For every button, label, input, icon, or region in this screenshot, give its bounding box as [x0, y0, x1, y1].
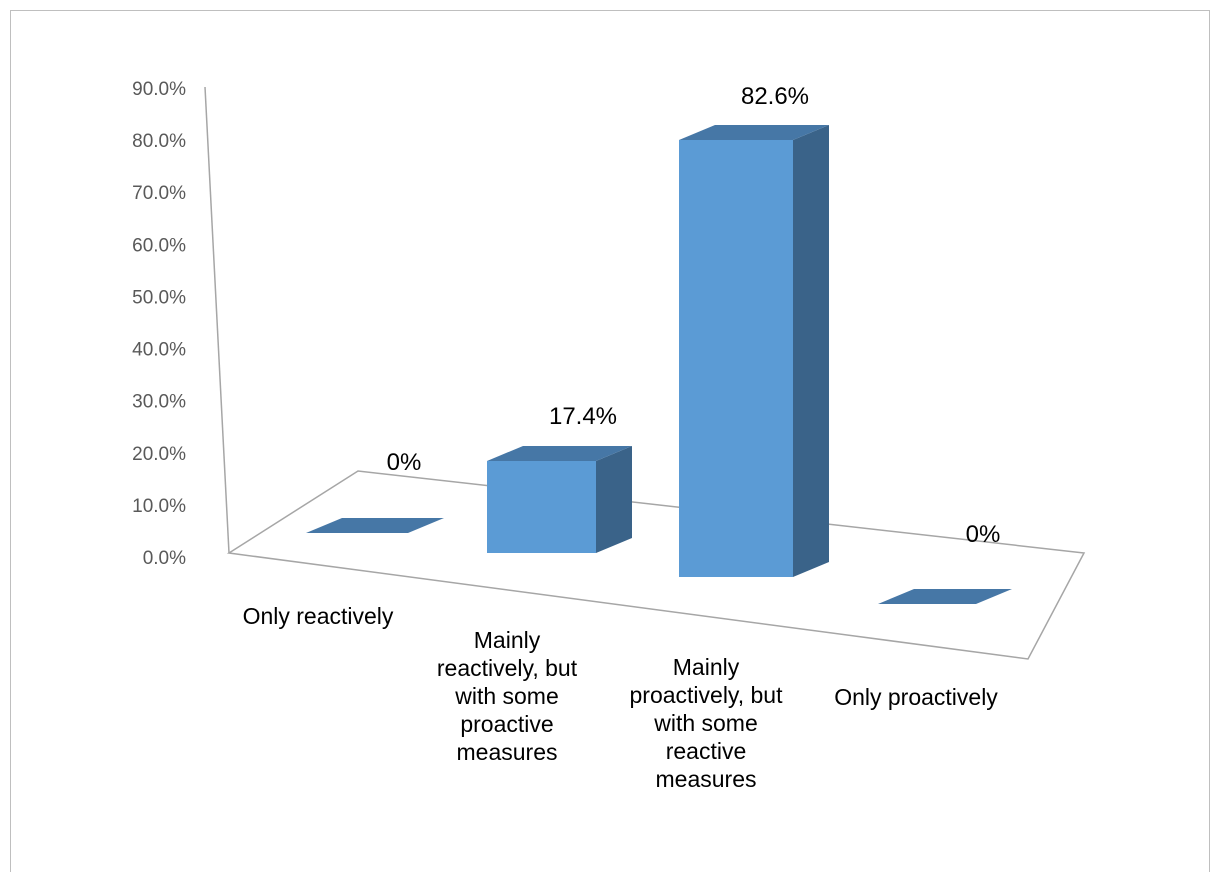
- category-labels: Only reactively Mainly reactively, but with…: [243, 603, 999, 792]
- y-tick-label: 80.0%: [132, 131, 186, 152]
- bar-front: [679, 140, 793, 577]
- bar: [878, 589, 1012, 604]
- floor-plane: [226, 470, 1086, 660]
- category-label: Mainly proactively, but with some reactive m…: [630, 654, 784, 792]
- data-label: 17.4%: [549, 403, 617, 430]
- data-label: 0%: [966, 521, 1001, 548]
- y-tick-label: 50.0%: [132, 287, 186, 308]
- category-label: Only reactively: [243, 603, 394, 629]
- bar-top: [878, 589, 1012, 604]
- chart-floor: [226, 470, 1086, 660]
- y-tick-label: 40.0%: [132, 340, 186, 361]
- data-label: 0%: [387, 449, 422, 476]
- y-axis-tick-labels: 0.0% 10.0% 20.0% 30.0% 40.0% 50.0% 60.0% 70.0% 8…: [132, 79, 186, 569]
- data-label: 82.6%: [741, 83, 809, 110]
- bar-top: [679, 125, 829, 140]
- bar-side: [596, 445, 632, 553]
- bar: [487, 445, 632, 553]
- bar-top: [306, 518, 444, 533]
- bars: [306, 125, 1012, 604]
- bar-front: [487, 460, 596, 553]
- y-tick-label: 90.0%: [132, 79, 186, 100]
- bar-top: [487, 445, 632, 461]
- bar-side: [793, 125, 829, 577]
- category-label: Mainly reactively, but with some proactive m…: [437, 627, 578, 765]
- bar: [679, 125, 829, 577]
- y-tick-label: 70.0%: [132, 183, 186, 204]
- y-axis: [204, 86, 230, 554]
- chart-area: [10, 10, 1210, 872]
- category-label: Only proactively: [834, 684, 998, 710]
- y-tick-label: 60.0%: [132, 235, 186, 256]
- bar: [306, 518, 444, 533]
- data-labels: 0% 17.4% 82.6% 0%: [387, 83, 1001, 548]
- y-tick-label: 10.0%: [132, 496, 186, 517]
- y-tick-label: 20.0%: [132, 444, 186, 465]
- y-tick-label: 0.0%: [143, 548, 186, 569]
- y-tick-label: 30.0%: [132, 392, 186, 413]
- y-axis-line: [204, 86, 230, 554]
